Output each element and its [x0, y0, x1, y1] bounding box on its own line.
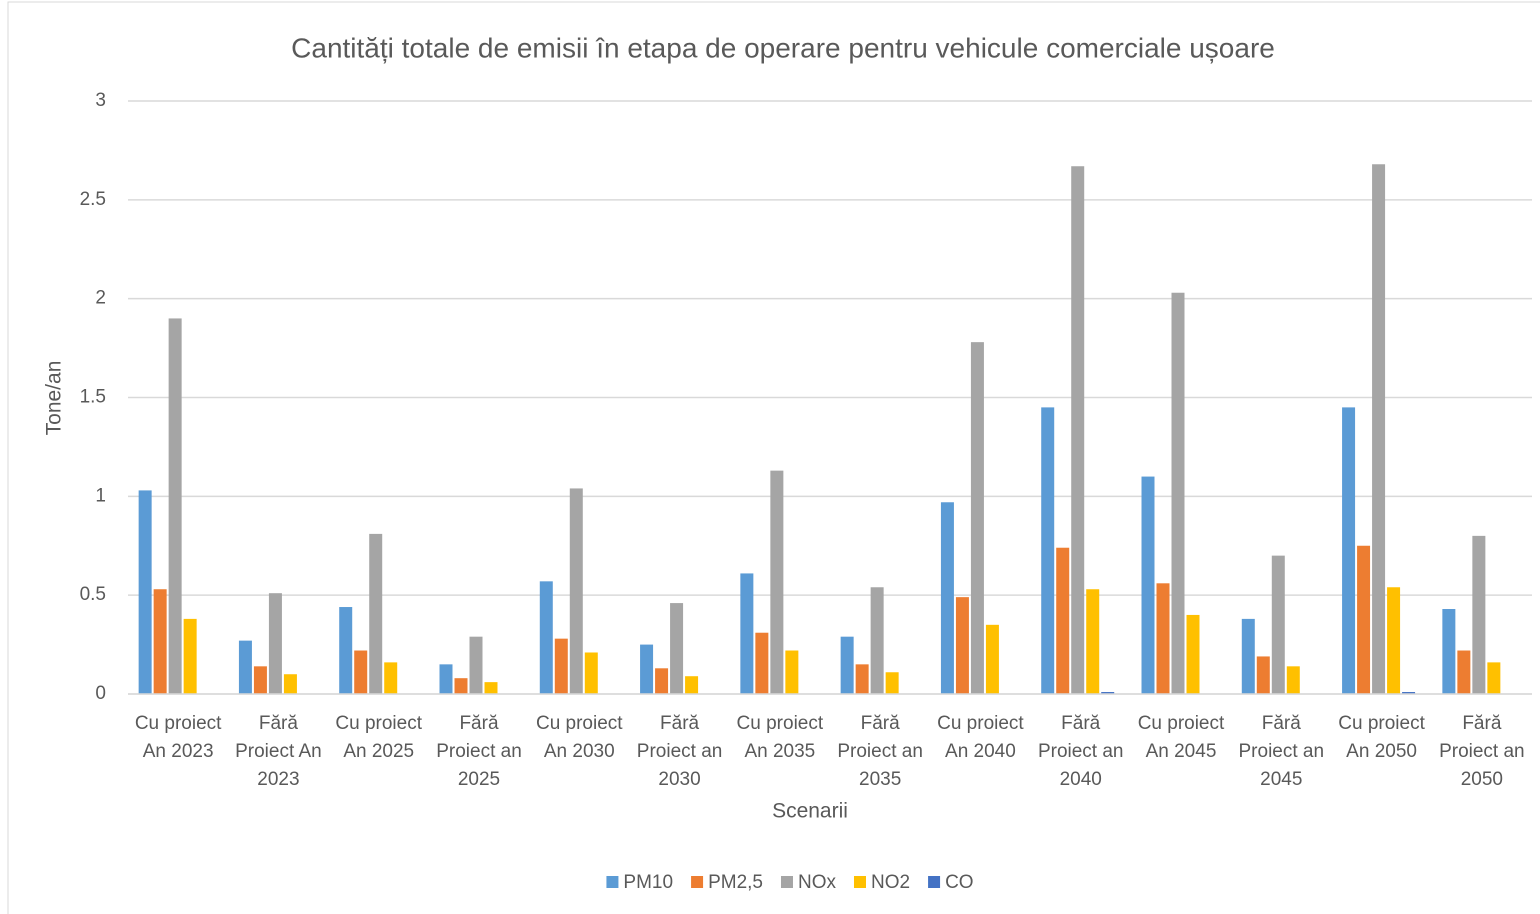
bar [785, 650, 799, 694]
legend-swatch [853, 876, 866, 888]
legend-label: NO2 [871, 872, 910, 893]
x-tick-label: Cu proiect An 2040 [937, 713, 1024, 762]
x-tick-label: Cu proiect An 2050 [1338, 713, 1425, 762]
bar [1357, 545, 1371, 694]
bar [1041, 407, 1055, 694]
bar [1271, 555, 1285, 694]
y-tick-label: 0.5 [80, 584, 106, 605]
legend-label: NOx [798, 872, 837, 893]
bar [1487, 662, 1501, 694]
y-tick-label: 1.5 [80, 387, 106, 408]
x-tick-label: Cu proiect An 2035 [737, 713, 824, 762]
bar [153, 589, 167, 694]
bar [584, 652, 598, 694]
bar [554, 638, 568, 694]
x-tick-label: Cu proiect An 2030 [536, 713, 623, 762]
x-tick-label: Fără Proiect an 2045 [1239, 713, 1325, 790]
bar [1286, 666, 1300, 694]
bar [955, 597, 969, 694]
x-tick-label: Cu proiect An 2023 [135, 713, 222, 762]
bar [655, 668, 669, 694]
bar [138, 490, 152, 694]
bar [1457, 650, 1471, 694]
bar [1101, 692, 1115, 694]
bar [484, 682, 498, 694]
x-tick-label: Cu proiect An 2045 [1138, 713, 1225, 762]
x-tick-label: Fără Proiect an 2040 [1038, 713, 1124, 790]
legend-label: PM2,5 [708, 872, 763, 893]
chart-title: Cantități totale de emisii în etapa de o… [291, 32, 1275, 63]
x-tick-label: Fără Proiect an 2050 [1439, 713, 1525, 790]
bar [569, 488, 583, 694]
bar [770, 470, 784, 694]
bar [1241, 618, 1255, 694]
legend: PM10 PM2,5 NOx NO2 CO [606, 872, 974, 893]
bar [840, 636, 854, 694]
bar [1171, 292, 1185, 694]
bar [985, 624, 999, 694]
bar [1342, 407, 1356, 694]
bar [339, 607, 353, 694]
x-tick-label: Cu proiect An 2025 [335, 713, 422, 762]
x-tick-label: Fără Proiect an 2035 [837, 713, 923, 790]
y-tick-label: 2.5 [80, 189, 106, 210]
x-tick-label: Fără Proiect an 2030 [637, 713, 723, 790]
bar [1156, 583, 1170, 694]
chart-frame [7, 1, 1540, 914]
bar [1402, 692, 1416, 694]
bar [354, 650, 368, 694]
y-tick-label: 0 [95, 683, 106, 704]
bar [384, 662, 398, 694]
bar [685, 676, 699, 694]
bar [885, 672, 899, 694]
bar [1256, 656, 1270, 694]
bar [1071, 166, 1085, 695]
bar [1372, 164, 1386, 695]
legend-label: CO [945, 872, 974, 893]
bar [855, 664, 869, 694]
bar [253, 666, 267, 694]
x-tick-label: Fără Proiect An 2023 [235, 713, 322, 790]
y-tick-label: 1 [95, 485, 106, 506]
bar [1186, 614, 1200, 694]
y-tick-label: 3 [95, 90, 106, 111]
bar [369, 533, 383, 694]
y-axis-title: Tone/an [43, 361, 66, 436]
bar [670, 603, 684, 694]
bar [1141, 476, 1155, 694]
bar [1442, 609, 1456, 694]
bar [1472, 535, 1486, 694]
bar [1086, 589, 1100, 694]
x-axis-title: Scenarii [772, 800, 848, 823]
bar [1056, 547, 1070, 694]
bar [469, 636, 483, 694]
legend-label: PM10 [623, 872, 673, 893]
bar [454, 678, 468, 694]
bar [268, 593, 282, 694]
bar [283, 674, 297, 694]
bar [439, 664, 453, 694]
bar [755, 632, 769, 694]
bar [1387, 587, 1401, 694]
bar [940, 502, 954, 694]
bar [640, 644, 654, 694]
legend-swatch [606, 876, 619, 888]
bar [168, 318, 182, 694]
bar [183, 618, 197, 694]
bar [970, 342, 984, 694]
bar [870, 587, 884, 694]
bar [740, 573, 754, 694]
legend-swatch [928, 876, 941, 888]
bar [539, 581, 553, 694]
bar [238, 640, 252, 694]
legend-swatch [780, 876, 793, 888]
y-tick-label: 2 [95, 288, 106, 309]
x-tick-label: Fără Proiect an 2025 [436, 713, 522, 790]
legend-swatch [691, 876, 704, 888]
